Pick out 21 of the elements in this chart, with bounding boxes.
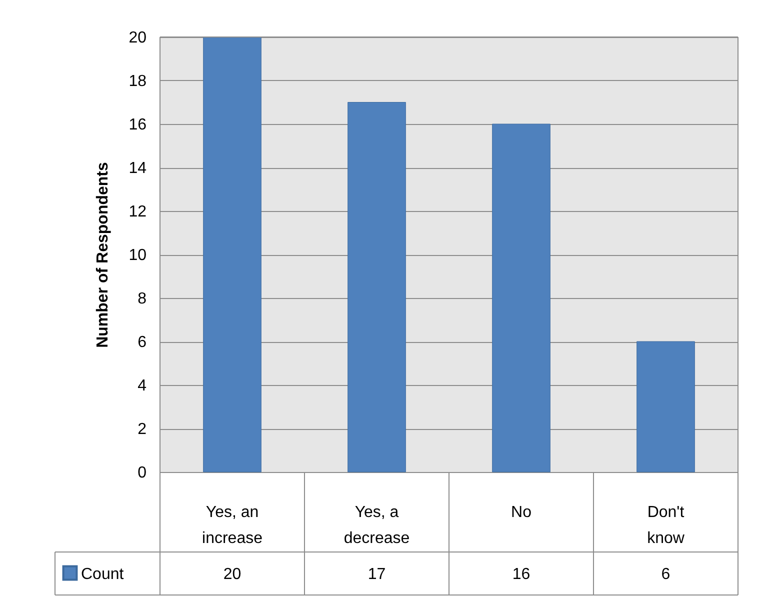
y-tick-label: 12 bbox=[128, 204, 147, 220]
y-axis-title: Number of Respondents bbox=[94, 162, 112, 348]
y-tick-label: 16 bbox=[128, 116, 147, 134]
y-tick-label: 18 bbox=[128, 73, 147, 90]
y-tick-label: 4 bbox=[138, 378, 147, 394]
data-label: 20 bbox=[223, 566, 242, 583]
y-tick-label: 8 bbox=[138, 290, 147, 308]
x-tick-label: No bbox=[511, 504, 532, 521]
y-tick-label: 14 bbox=[128, 160, 147, 177]
x-tick-label: Yes, an increase bbox=[202, 504, 263, 547]
legend-label: Count bbox=[81, 566, 124, 583]
y-tick-label: 20 bbox=[128, 30, 147, 46]
data-label: 6 bbox=[661, 566, 670, 583]
y-tick-label: 0 bbox=[138, 464, 147, 482]
x-tick-label: Yes, a decrease bbox=[344, 504, 410, 547]
y-tick-label: 10 bbox=[128, 247, 147, 264]
y-tick-label: 6 bbox=[138, 334, 147, 351]
data-label: 16 bbox=[512, 566, 530, 583]
y-tick-label: 2 bbox=[138, 421, 147, 438]
data-label: 17 bbox=[368, 566, 386, 583]
x-tick-label: Don't know bbox=[647, 504, 685, 547]
